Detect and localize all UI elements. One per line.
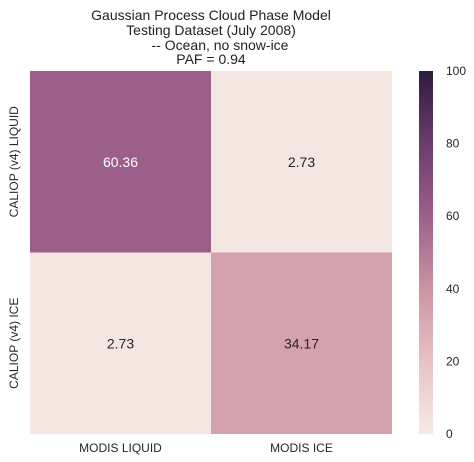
x-tick-label: MODIS LIQUID	[79, 441, 162, 455]
colorbar-tick-label: 40	[446, 282, 460, 296]
title-line: PAF = 0.94	[176, 51, 246, 67]
colorbar: 0 20 40 60 80 100	[419, 64, 466, 441]
cell-value-label: 2.73	[107, 335, 134, 351]
heatmap-cell	[211, 252, 392, 434]
x-tick-label: MODIS ICE	[270, 441, 333, 455]
x-axis-tick-labels: MODIS LIQUID MODIS ICE	[79, 441, 333, 455]
heatmap-cells: 60.36 2.73 2.73 34.17	[30, 71, 392, 434]
colorbar-gradient	[419, 71, 433, 434]
heatmap-cell	[30, 252, 211, 434]
title-line: Testing Dataset (July 2008)	[126, 22, 296, 38]
heatmap-cell	[30, 71, 211, 253]
chart-title: Gaussian Process Cloud Phase ModelTestin…	[91, 7, 331, 67]
colorbar-tick-label: 100	[446, 64, 466, 78]
colorbar-tick-label: 60	[446, 209, 460, 223]
y-axis-tick-labels: CALIOP (v4) LIQUID CALIOP (v4) ICE	[7, 106, 21, 389]
colorbar-tick-label: 0	[446, 427, 453, 441]
y-tick-label: CALIOP (v4) ICE	[7, 298, 21, 389]
title-line: -- Ocean, no snow-ice	[152, 37, 289, 53]
title-line: Gaussian Process Cloud Phase Model	[91, 7, 331, 23]
y-tick-label: CALIOP (v4) LIQUID	[7, 106, 21, 217]
colorbar-tick-label: 20	[446, 354, 460, 368]
cell-value-label: 34.17	[284, 335, 319, 351]
colorbar-tick-label: 80	[446, 137, 460, 151]
heatmap-cell	[211, 71, 392, 253]
cell-value-label: 2.73	[288, 154, 315, 170]
cell-value-label: 60.36	[103, 154, 138, 170]
